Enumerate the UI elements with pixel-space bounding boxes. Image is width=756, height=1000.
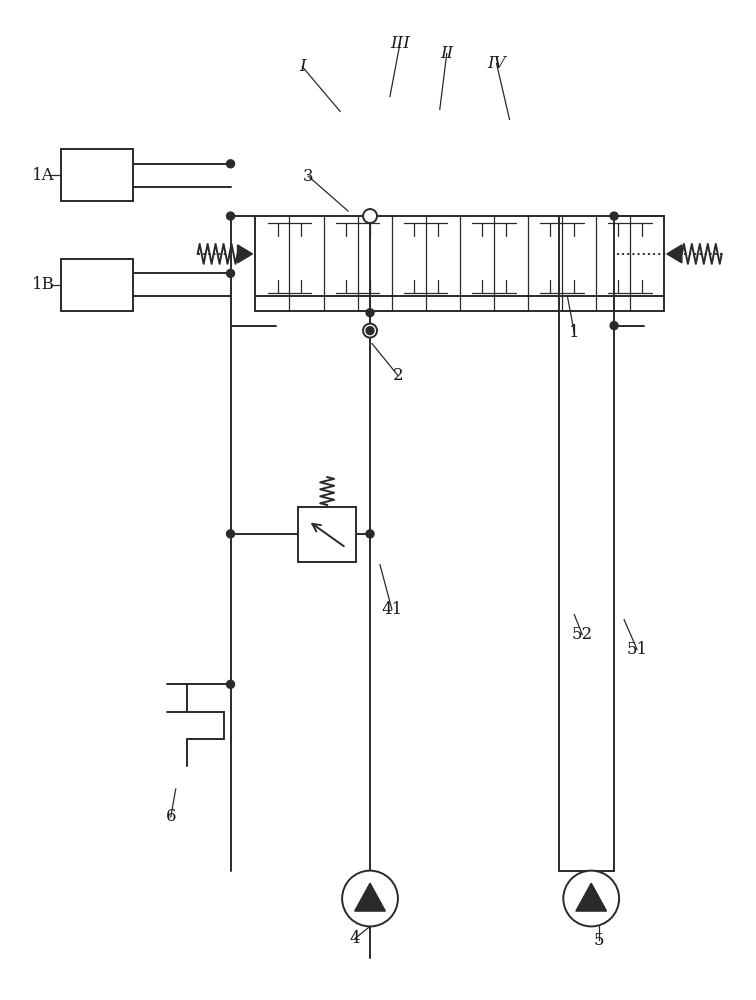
Text: 1B: 1B xyxy=(32,276,54,293)
Polygon shape xyxy=(667,245,682,263)
Circle shape xyxy=(363,209,377,223)
Circle shape xyxy=(366,530,374,538)
Text: 1: 1 xyxy=(569,324,580,341)
Circle shape xyxy=(227,212,234,220)
Bar xyxy=(299,507,356,562)
Text: 6: 6 xyxy=(166,808,176,825)
Circle shape xyxy=(610,212,618,220)
Circle shape xyxy=(366,309,374,317)
Text: 51: 51 xyxy=(627,641,648,658)
Text: 52: 52 xyxy=(572,626,593,643)
Circle shape xyxy=(227,269,234,277)
Polygon shape xyxy=(576,883,606,911)
Text: IV: IV xyxy=(488,55,506,72)
Text: 2: 2 xyxy=(392,367,403,384)
Text: 41: 41 xyxy=(381,601,403,618)
Polygon shape xyxy=(355,883,386,911)
Polygon shape xyxy=(237,245,253,263)
Text: I: I xyxy=(299,58,305,75)
Circle shape xyxy=(366,327,374,335)
Text: III: III xyxy=(390,35,410,52)
Bar xyxy=(61,149,133,201)
Text: 4: 4 xyxy=(350,930,361,947)
Circle shape xyxy=(610,322,618,330)
Circle shape xyxy=(563,871,619,926)
Circle shape xyxy=(227,530,234,538)
Circle shape xyxy=(363,324,377,338)
Text: II: II xyxy=(440,45,454,62)
Text: 3: 3 xyxy=(303,168,314,185)
Circle shape xyxy=(227,160,234,168)
Bar xyxy=(61,259,133,311)
Circle shape xyxy=(342,871,398,926)
Text: 5: 5 xyxy=(594,932,605,949)
Circle shape xyxy=(227,680,234,688)
Text: 1A: 1A xyxy=(32,167,54,184)
